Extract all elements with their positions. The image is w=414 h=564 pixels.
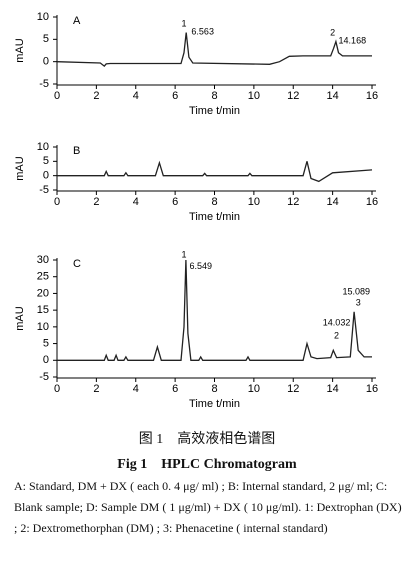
- x-tick-label: 6: [172, 196, 178, 208]
- x-tick-label: 12: [287, 196, 299, 208]
- y-tick-label: 0: [43, 56, 49, 68]
- x-tick-label: 12: [287, 90, 299, 102]
- x-tick-label: 12: [287, 383, 299, 395]
- x-tick-label: 14: [327, 383, 339, 395]
- x-tick-label: 4: [133, 90, 139, 102]
- x-tick-label: 6: [172, 90, 178, 102]
- x-tick-label: 0: [54, 90, 60, 102]
- x-tick-label: 2: [93, 383, 99, 395]
- y-tick-label: -5: [39, 371, 49, 383]
- x-tick-label: 16: [366, 90, 378, 102]
- y-tick-label: 5: [43, 33, 49, 45]
- x-tick-label: 10: [248, 196, 260, 208]
- y-tick-label: 5: [43, 155, 49, 167]
- caption-zh: 图 1 高效液相色谱图: [138, 432, 276, 447]
- peak-annotation: 14.168: [339, 35, 367, 45]
- peak-annotation: 14.032: [323, 318, 351, 328]
- trace: [57, 259, 372, 361]
- peak-annotation: 1: [181, 19, 186, 29]
- x-tick-label: 10: [248, 90, 260, 102]
- y-tick-label: -5: [39, 184, 49, 196]
- x-tick-label: 10: [248, 383, 260, 395]
- x-tick-label: 8: [211, 196, 217, 208]
- x-axis-title: Time t/min: [189, 398, 240, 410]
- y-axis-title: mAU: [14, 156, 26, 181]
- trace: [57, 160, 373, 183]
- y-tick-label: 30: [37, 254, 49, 266]
- x-tick-label: 8: [211, 383, 217, 395]
- x-tick-label: 8: [211, 90, 217, 102]
- panel-label: C: [73, 258, 81, 270]
- peak-annotation: 2: [334, 331, 339, 341]
- x-tick-label: 16: [366, 383, 378, 395]
- peak-annotation: 3: [356, 297, 361, 307]
- x-tick-label: 4: [133, 383, 139, 395]
- y-tick-label: 10: [37, 141, 49, 153]
- peak-annotation: 6.563: [191, 27, 214, 37]
- trace: [56, 32, 372, 67]
- x-tick-label: 2: [93, 196, 99, 208]
- y-tick-label: 15: [37, 304, 49, 316]
- y-tick-label: -5: [39, 78, 49, 90]
- y-axis-title: mAU: [14, 306, 26, 331]
- y-tick-label: 10: [37, 11, 49, 23]
- x-tick-label: 0: [54, 196, 60, 208]
- x-tick-label: 2: [93, 90, 99, 102]
- y-axis-title: mAU: [14, 38, 26, 63]
- x-axis-title: Time t/min: [189, 211, 240, 223]
- caption-en: Fig 1 HPLC Chromatogram: [117, 457, 297, 472]
- x-tick-label: 16: [366, 196, 378, 208]
- peak-annotation: 15.089: [342, 286, 370, 296]
- panel-label: A: [73, 15, 81, 27]
- panel-label: B: [73, 145, 80, 157]
- y-tick-label: 20: [37, 287, 49, 299]
- y-tick-label: 10: [37, 321, 49, 333]
- peak-annotation: 6.549: [189, 261, 212, 271]
- x-tick-label: 0: [54, 383, 60, 395]
- y-tick-label: 5: [43, 337, 49, 349]
- x-tick-label: 6: [172, 383, 178, 395]
- peak-annotation: 1: [181, 249, 186, 259]
- peak-annotation: 2: [330, 27, 335, 37]
- x-tick-label: 14: [327, 196, 339, 208]
- x-tick-label: 14: [327, 90, 339, 102]
- y-tick-label: 25: [37, 271, 49, 283]
- y-tick-label: 0: [43, 354, 49, 366]
- y-tick-label: 0: [43, 170, 49, 182]
- x-axis-title: Time t/min: [189, 105, 240, 117]
- x-tick-label: 4: [133, 196, 139, 208]
- caption-note: A: Standard, DM + DX ( each 0. 4 μg/ ml)…: [14, 479, 402, 535]
